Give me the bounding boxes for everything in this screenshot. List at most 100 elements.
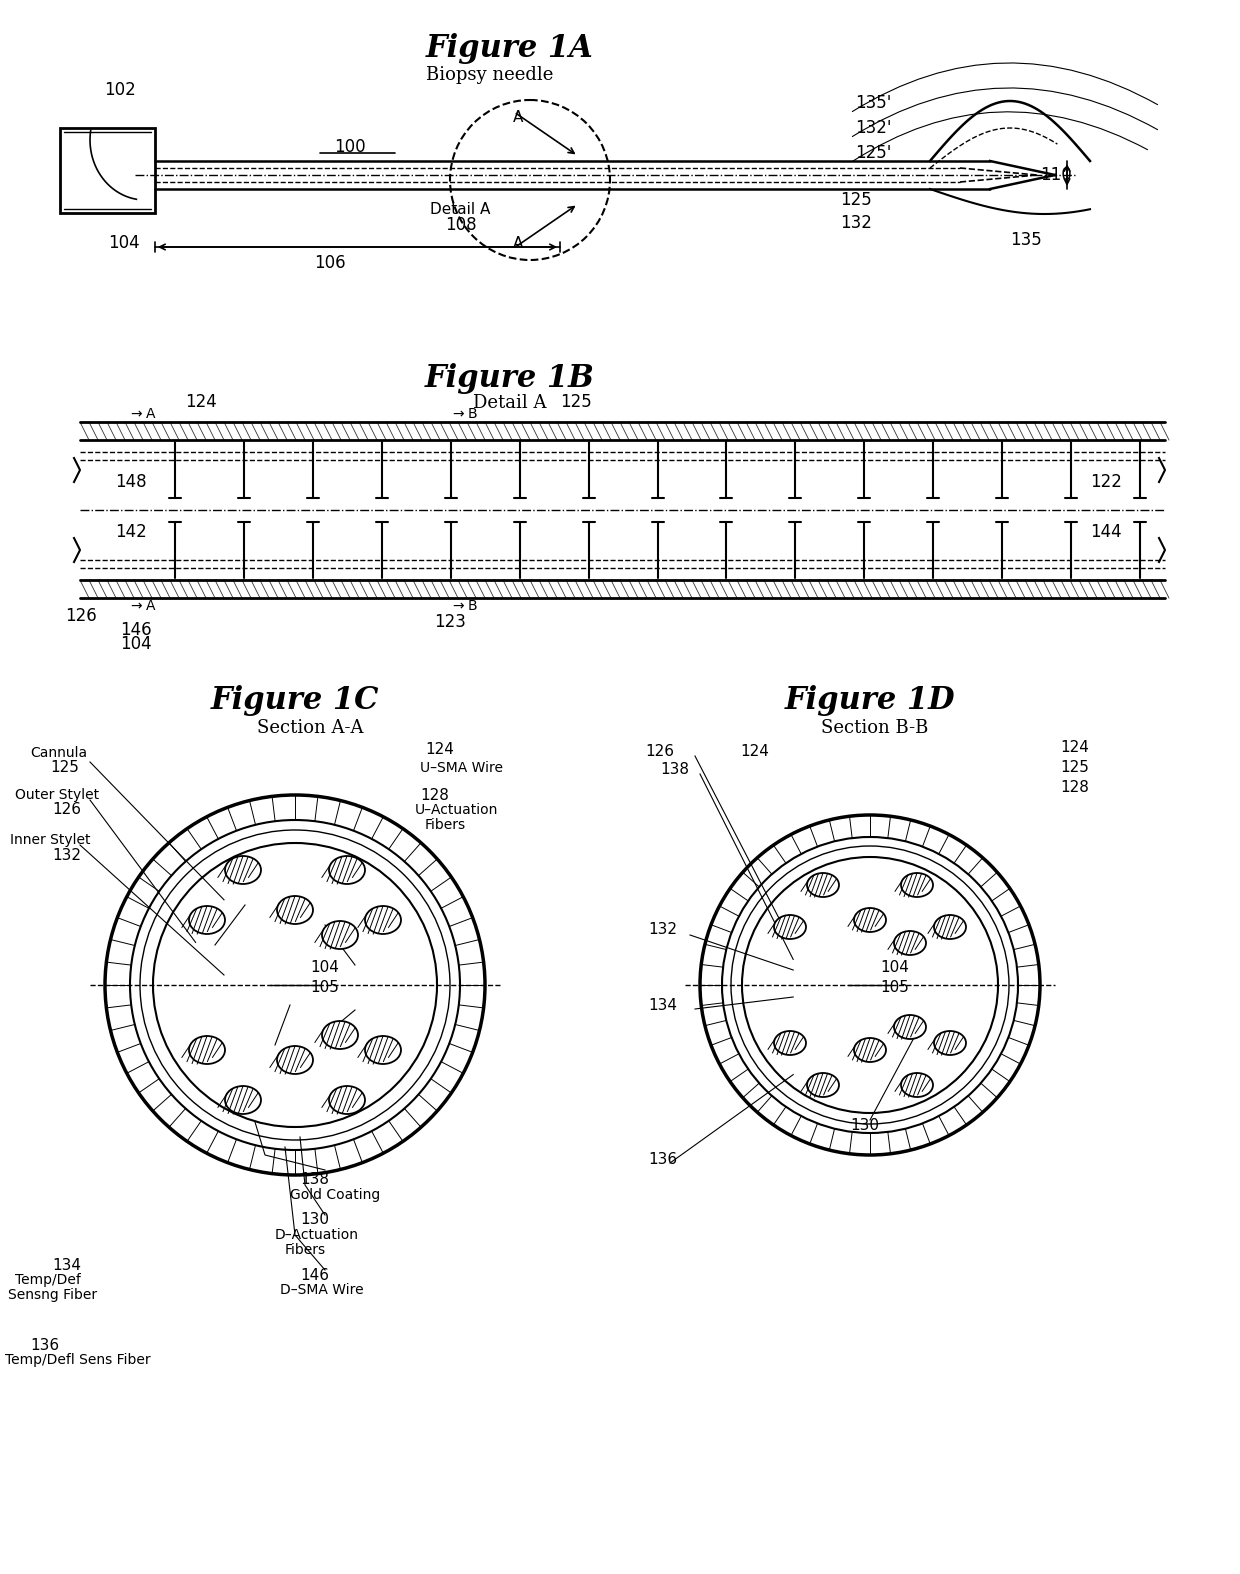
Text: 104: 104 [120, 634, 151, 653]
Ellipse shape [901, 874, 932, 897]
Text: 125: 125 [1060, 760, 1089, 776]
Text: $\rightarrow$A: $\rightarrow$A [128, 408, 156, 420]
Text: 124: 124 [185, 394, 217, 411]
Circle shape [153, 844, 436, 1127]
Ellipse shape [894, 930, 926, 955]
Text: 134: 134 [52, 1258, 81, 1272]
Text: Outer Stylet: Outer Stylet [15, 789, 99, 803]
Text: D–Actuation: D–Actuation [275, 1228, 360, 1242]
Text: 130: 130 [849, 1118, 879, 1133]
Ellipse shape [807, 874, 839, 897]
Text: 110: 110 [1040, 165, 1071, 184]
Ellipse shape [774, 914, 806, 940]
Ellipse shape [807, 1073, 839, 1097]
Text: 126: 126 [52, 803, 81, 817]
Circle shape [105, 795, 485, 1176]
Text: 122: 122 [1090, 474, 1122, 491]
Ellipse shape [934, 914, 966, 940]
Text: $\rightarrow$B: $\rightarrow$B [450, 408, 477, 420]
Text: Fibers: Fibers [285, 1243, 326, 1258]
Text: Figure 1C: Figure 1C [211, 685, 379, 716]
Text: 104: 104 [108, 235, 140, 252]
Ellipse shape [854, 1037, 887, 1062]
Text: Temp/Def: Temp/Def [15, 1273, 81, 1288]
Text: 148: 148 [115, 474, 146, 491]
Text: 136: 136 [30, 1338, 60, 1352]
Ellipse shape [277, 896, 312, 924]
Text: Gold Coating: Gold Coating [290, 1188, 381, 1203]
Text: 142: 142 [115, 523, 146, 541]
Ellipse shape [329, 856, 365, 885]
Ellipse shape [322, 1022, 358, 1048]
Ellipse shape [224, 856, 260, 885]
Text: 105: 105 [310, 979, 339, 995]
Text: 105: 105 [880, 979, 909, 995]
Text: 104: 104 [880, 960, 909, 974]
Text: 134: 134 [649, 998, 677, 1012]
Ellipse shape [365, 1036, 401, 1064]
Text: 126: 126 [64, 608, 97, 625]
Text: 132: 132 [649, 922, 677, 938]
Text: 108: 108 [445, 216, 476, 235]
Ellipse shape [188, 907, 224, 933]
Circle shape [701, 815, 1040, 1155]
Text: 132': 132' [856, 120, 892, 137]
Text: 135: 135 [1011, 231, 1042, 249]
Text: 138: 138 [300, 1173, 329, 1187]
Ellipse shape [277, 1047, 312, 1073]
Text: 125: 125 [560, 394, 591, 411]
Ellipse shape [854, 908, 887, 932]
Text: 124: 124 [1060, 740, 1089, 756]
Ellipse shape [774, 1031, 806, 1055]
Text: Sensng Fiber: Sensng Fiber [7, 1288, 97, 1302]
Text: 125: 125 [50, 760, 79, 774]
Text: 138: 138 [660, 762, 689, 778]
Circle shape [140, 829, 450, 1140]
Text: 106: 106 [314, 253, 346, 272]
Text: 136: 136 [649, 1152, 677, 1168]
Text: Biopsy needle: Biopsy needle [427, 66, 554, 83]
Text: U–SMA Wire: U–SMA Wire [420, 760, 503, 774]
Text: 146: 146 [300, 1267, 329, 1283]
Ellipse shape [934, 1031, 966, 1055]
Text: $\rightarrow$A: $\rightarrow$A [128, 600, 156, 612]
Ellipse shape [329, 1086, 365, 1114]
Text: Inner Stylet: Inner Stylet [10, 833, 91, 847]
Text: Figure 1D: Figure 1D [785, 685, 955, 716]
Ellipse shape [322, 921, 358, 949]
Text: 130: 130 [300, 1212, 329, 1228]
Text: A: A [513, 110, 523, 124]
Text: Fibers: Fibers [425, 818, 466, 833]
Ellipse shape [365, 907, 401, 933]
Text: 102: 102 [104, 80, 136, 99]
Text: 104: 104 [310, 960, 339, 974]
Text: 146: 146 [120, 622, 151, 639]
Text: Figure 1A: Figure 1A [427, 33, 594, 63]
Bar [60, 127, 155, 212]
Ellipse shape [901, 1073, 932, 1097]
Text: $\rightarrow$B: $\rightarrow$B [450, 600, 477, 612]
Circle shape [742, 856, 998, 1113]
Text: 125: 125 [839, 190, 872, 209]
Text: 124: 124 [740, 745, 769, 760]
Text: 125': 125' [856, 143, 892, 162]
Text: Figure 1B: Figure 1B [425, 362, 595, 394]
Text: 132: 132 [52, 847, 81, 863]
Text: 128: 128 [420, 787, 449, 803]
Text: 124: 124 [425, 743, 454, 757]
Text: Section A-A: Section A-A [257, 719, 363, 737]
Text: 135': 135' [856, 94, 892, 112]
Text: 126: 126 [645, 745, 675, 760]
Ellipse shape [224, 1086, 260, 1114]
Text: 123: 123 [434, 612, 466, 631]
Text: Cannula: Cannula [30, 746, 87, 760]
Circle shape [130, 820, 460, 1151]
Ellipse shape [188, 1036, 224, 1064]
Ellipse shape [894, 1015, 926, 1039]
Text: U–Actuation: U–Actuation [415, 803, 498, 817]
Text: Temp/Defl Sens Fiber: Temp/Defl Sens Fiber [5, 1354, 150, 1366]
Circle shape [722, 837, 1018, 1133]
Text: 100: 100 [335, 139, 366, 156]
Text: 128: 128 [1060, 781, 1089, 795]
Text: Detail A: Detail A [430, 203, 490, 217]
